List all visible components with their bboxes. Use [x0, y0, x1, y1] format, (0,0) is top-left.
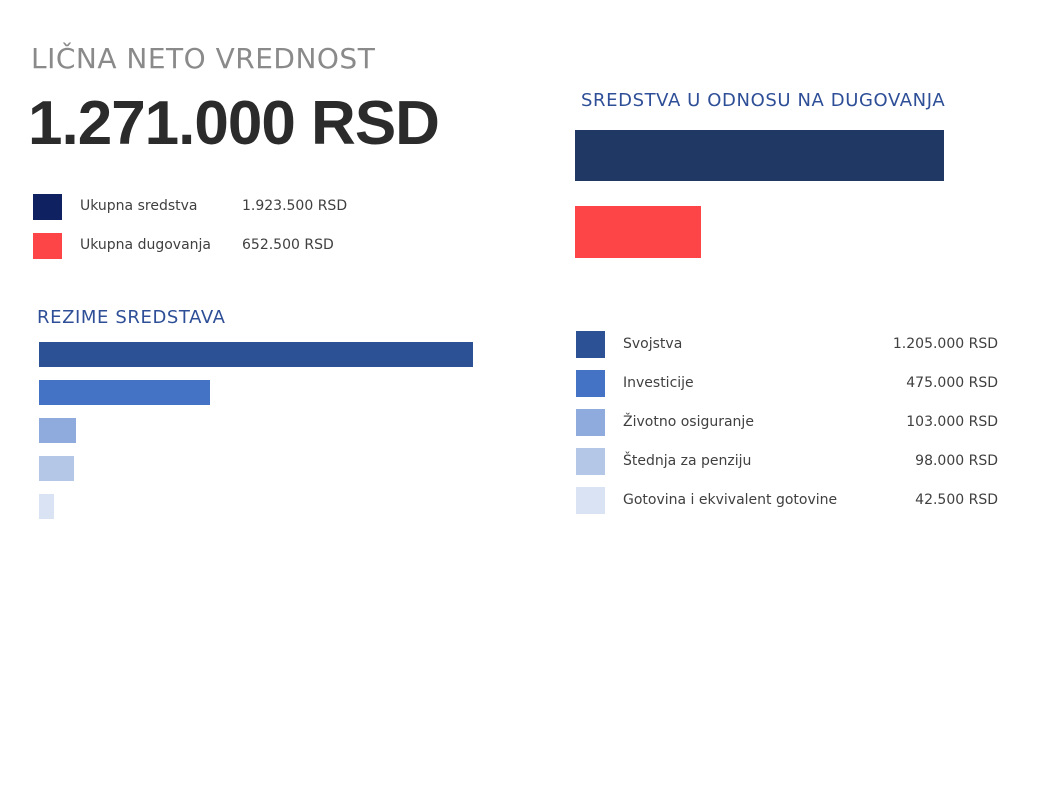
asset-bar-investments [39, 380, 210, 405]
asset-swatch [576, 448, 605, 475]
asset-bar-properties [39, 342, 473, 367]
comparison-chart-title: SREDSTVA U ODNOSU NA DUGOVANJA [581, 90, 946, 111]
asset-legend-row: Investicije 475.000 RSD [576, 370, 1000, 397]
asset-label: Životno osiguranje [623, 414, 754, 430]
total-liabilities-label: Ukupna dugovanja [80, 237, 212, 253]
asset-value: 1.205.000 RSD [892, 336, 998, 352]
asset-label: Investicije [623, 375, 694, 391]
asset-label: Gotovina i ekvivalent gotovine [623, 492, 838, 508]
asset-value: 475.000 RSD [906, 375, 998, 391]
asset-value: 42.500 RSD [915, 492, 998, 508]
asset-legend-row: Gotovina i ekvivalent gotovine 42.500 RS… [576, 487, 1000, 514]
asset-legend-row: Životno osiguranje 103.000 RSD [576, 409, 1000, 436]
total-liabilities-swatch [33, 233, 62, 259]
total-assets-swatch [33, 194, 62, 220]
total-assets-label: Ukupna sredstva [80, 198, 198, 214]
asset-legend-row: Svojstva 1.205.000 RSD [576, 331, 1000, 358]
total-assets-row: Ukupna sredstva 1.923.500 RSD [33, 194, 373, 220]
asset-bar-life-insurance [39, 418, 76, 443]
asset-bar-retirement-savings [39, 456, 74, 481]
asset-bar-cash [39, 494, 54, 519]
asset-value: 103.000 RSD [906, 414, 998, 430]
asset-value: 98.000 RSD [915, 453, 998, 469]
asset-swatch [576, 370, 605, 397]
assets-bar [575, 130, 944, 181]
total-liabilities-value: 652.500 RSD [242, 237, 334, 253]
asset-swatch [576, 331, 605, 358]
asset-swatch [576, 409, 605, 436]
asset-label: Štednja za penziju [623, 453, 752, 469]
asset-label: Svojstva [623, 336, 683, 352]
page-title: LIČNA NETO VREDNOST [31, 42, 376, 75]
total-assets-value: 1.923.500 RSD [242, 198, 348, 214]
total-liabilities-row: Ukupna dugovanja 652.500 RSD [33, 233, 373, 259]
asset-summary-title: REZIME SREDSTAVA [37, 307, 226, 328]
asset-legend-row: Štednja za penziju 98.000 RSD [576, 448, 1000, 475]
net-worth-value: 1.271.000 RSD [28, 89, 440, 158]
liabilities-bar [575, 206, 701, 258]
asset-swatch [576, 487, 605, 514]
